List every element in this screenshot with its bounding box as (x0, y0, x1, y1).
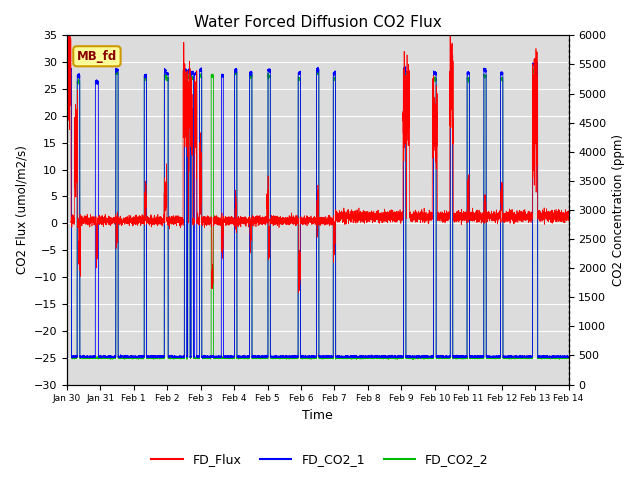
Legend: FD_Flux, FD_CO2_1, FD_CO2_2: FD_Flux, FD_CO2_1, FD_CO2_2 (147, 448, 493, 471)
X-axis label: Time: Time (302, 409, 333, 422)
Y-axis label: CO2 Concentration (ppm): CO2 Concentration (ppm) (612, 134, 625, 286)
Title: Water Forced Diffusion CO2 Flux: Water Forced Diffusion CO2 Flux (194, 15, 442, 30)
Y-axis label: CO2 Flux (umol/m2/s): CO2 Flux (umol/m2/s) (15, 145, 28, 275)
Text: MB_fd: MB_fd (77, 50, 117, 63)
